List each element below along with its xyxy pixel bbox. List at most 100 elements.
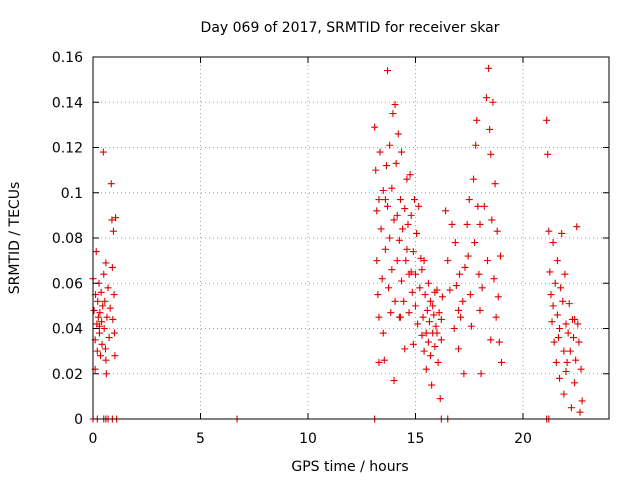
- x-tick-label: 15: [407, 431, 425, 447]
- data-point: [104, 284, 112, 292]
- y-tick-label: 0: [74, 412, 83, 428]
- data-point: [99, 148, 107, 156]
- data-point: [375, 358, 383, 366]
- data-point: [101, 297, 109, 305]
- y-tick-label: 0.14: [52, 95, 83, 111]
- data-point: [434, 358, 442, 366]
- data-point: [376, 148, 384, 156]
- data-point: [480, 202, 488, 210]
- data-point: [111, 352, 119, 360]
- data-point: [424, 338, 432, 346]
- data-point: [102, 356, 110, 364]
- data-point: [391, 101, 399, 109]
- data-point: [406, 171, 414, 179]
- data-point: [106, 304, 114, 312]
- data-point: [386, 141, 394, 149]
- data-point: [107, 180, 115, 188]
- data-point: [494, 293, 502, 301]
- data-point: [388, 266, 396, 274]
- data-point: [373, 257, 381, 265]
- data-point: [412, 302, 419, 310]
- data-point: [98, 340, 106, 348]
- data-point: [553, 257, 561, 265]
- data-point: [448, 220, 456, 228]
- data-point: [487, 336, 495, 344]
- data-point: [428, 381, 436, 389]
- data-point: [399, 225, 407, 233]
- data-point: [382, 162, 390, 170]
- data-point: [380, 356, 388, 364]
- data-point: [438, 293, 446, 301]
- data-point: [488, 216, 496, 224]
- data-point: [546, 268, 554, 276]
- data-point: [570, 334, 578, 342]
- data-point: [473, 116, 481, 124]
- data-point: [498, 358, 505, 366]
- data-point: [574, 320, 582, 328]
- data-point: [398, 277, 406, 285]
- data-point: [102, 370, 110, 378]
- y-axis-label: SRMTID / TECUs: [7, 182, 23, 295]
- y-tick-label: 0.02: [52, 367, 83, 383]
- data-point: [99, 302, 107, 310]
- data-point: [389, 110, 397, 118]
- data-point: [560, 347, 568, 355]
- data-point: [545, 227, 553, 235]
- data-point: [564, 329, 572, 337]
- data-point: [405, 309, 413, 317]
- data-point: [95, 322, 103, 330]
- data-point: [94, 297, 102, 305]
- data-point: [573, 223, 581, 231]
- data-point: [375, 196, 383, 204]
- plot-frame: [92, 56, 610, 420]
- data-point: [96, 309, 104, 317]
- data-point: [102, 259, 110, 267]
- data-point: [396, 313, 404, 321]
- data-point: [549, 239, 557, 247]
- data-point: [95, 329, 103, 337]
- data-point: [381, 245, 389, 253]
- data-point: [495, 338, 503, 346]
- data-point: [103, 313, 111, 321]
- data-point: [109, 227, 117, 235]
- data-point: [427, 297, 435, 305]
- data-point: [475, 270, 483, 278]
- data-point: [377, 225, 385, 233]
- data-point: [371, 123, 379, 131]
- data-point: [111, 329, 118, 337]
- data-point: [551, 279, 559, 287]
- data-point: [460, 370, 468, 378]
- data-point: [412, 270, 419, 278]
- data-point: [421, 291, 429, 299]
- data-point: [401, 205, 409, 213]
- data-point: [433, 286, 441, 294]
- data-point: [97, 352, 105, 360]
- data-point: [553, 311, 561, 319]
- data-point: [461, 263, 469, 271]
- data-point: [108, 216, 116, 224]
- data-point: [430, 311, 438, 319]
- data-point: [457, 313, 465, 321]
- data-point: [446, 286, 454, 294]
- data-point: [576, 408, 584, 416]
- data-point: [409, 248, 417, 256]
- data-point: [472, 141, 480, 149]
- data-point: [424, 279, 432, 287]
- data-point: [491, 180, 499, 188]
- data-point: [433, 329, 441, 337]
- data-point: [476, 220, 484, 228]
- data-point: [393, 257, 401, 265]
- data-point: [550, 338, 558, 346]
- data-point: [422, 365, 430, 373]
- data-point: [562, 367, 570, 375]
- data-point: [402, 257, 410, 265]
- data-point: [100, 270, 108, 278]
- data-point: [386, 234, 394, 242]
- data-point: [464, 252, 472, 260]
- data-point: [422, 329, 430, 337]
- data-point: [401, 345, 409, 353]
- data-point: [393, 211, 401, 219]
- data-point: [559, 297, 567, 305]
- data-point: [414, 320, 422, 328]
- data-point: [450, 325, 458, 332]
